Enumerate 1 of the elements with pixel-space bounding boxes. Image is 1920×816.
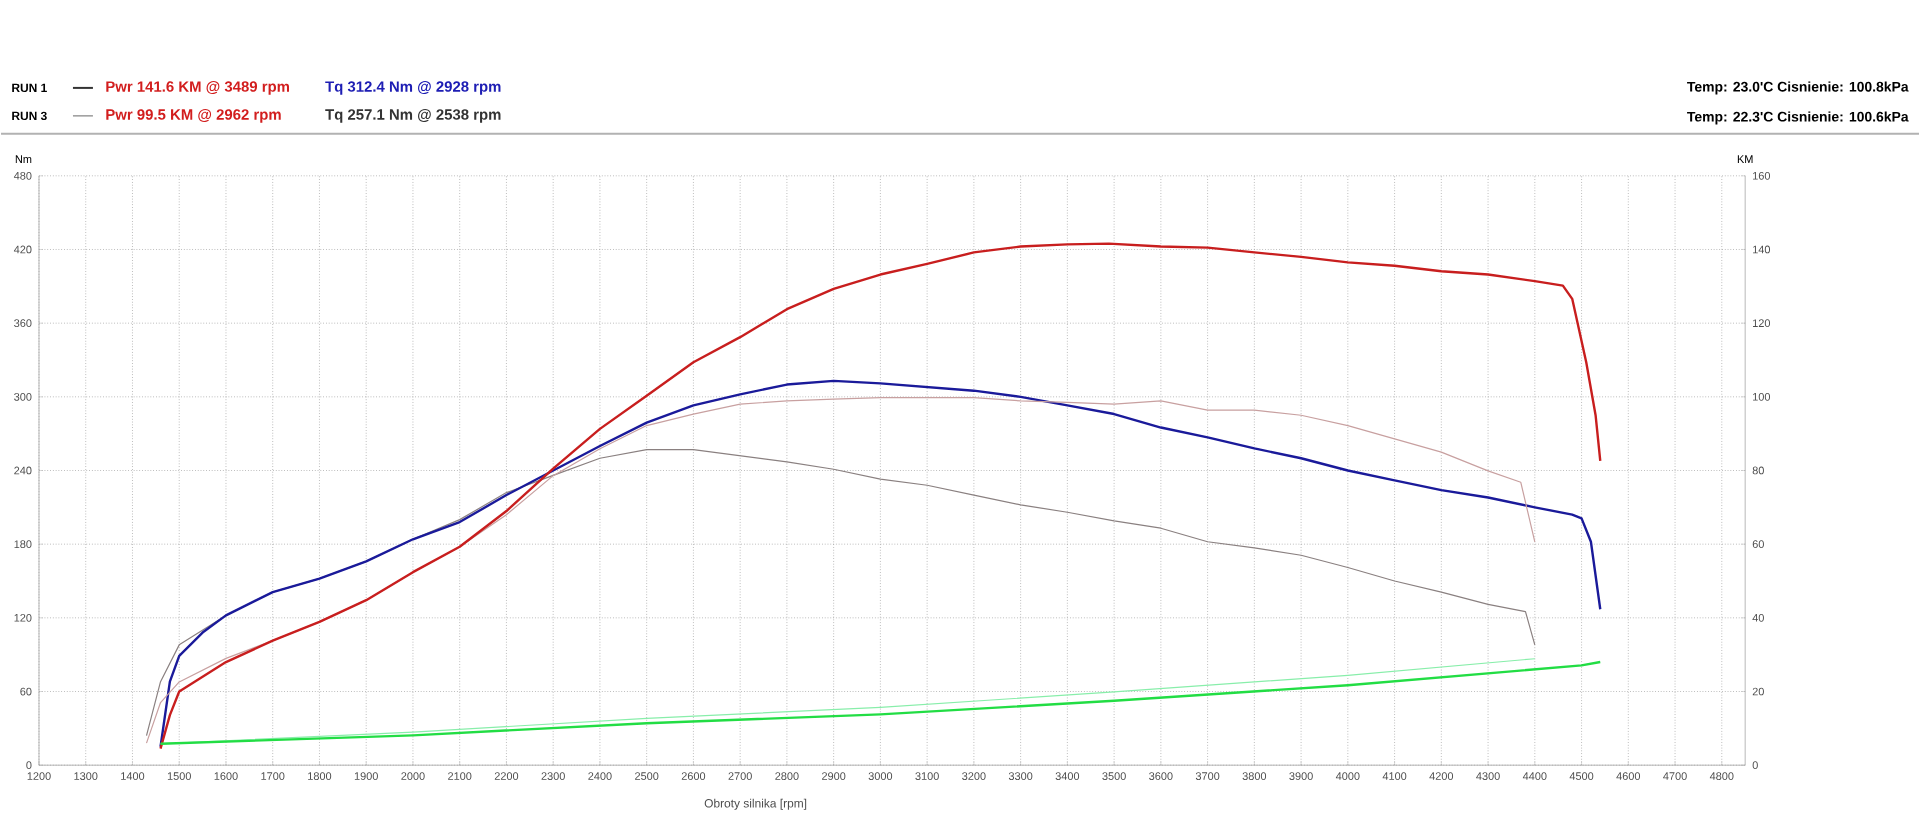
line-series <box>159 242 1602 750</box>
